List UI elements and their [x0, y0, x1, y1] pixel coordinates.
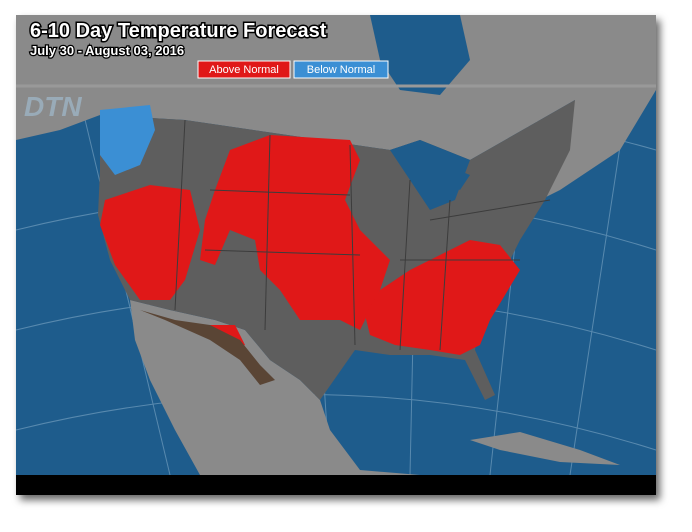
below-normal-area [100, 105, 155, 175]
legend-label: Below Normal [307, 64, 375, 76]
legend-label: Above Normal [209, 64, 279, 76]
legend-box [197, 60, 291, 79]
hudson-bay [370, 15, 470, 95]
title: 6-10 Day Temperature Forecast [30, 20, 327, 42]
mexico [130, 300, 420, 475]
great-lakes [390, 140, 470, 210]
above-normal-areas [100, 135, 520, 355]
border-region [140, 310, 275, 385]
canada [16, 15, 656, 200]
date-range: July 30 - August 03, 2016 [30, 43, 184, 58]
map [16, 15, 656, 475]
state-lines [174, 119, 551, 351]
legend-box [293, 60, 389, 79]
cuba [470, 432, 620, 465]
logo: DTN [24, 91, 82, 122]
